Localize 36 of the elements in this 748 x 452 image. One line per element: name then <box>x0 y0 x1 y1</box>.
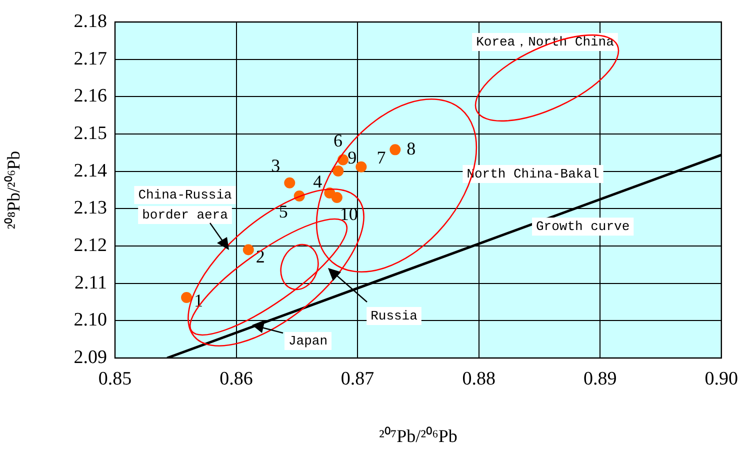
x-tick-label: 0.87 <box>340 368 374 390</box>
annotation: Japan <box>288 333 328 348</box>
annotation: Russia <box>370 308 418 324</box>
y-tick-label: 2.16 <box>74 86 107 107</box>
point <box>242 244 254 256</box>
y-tick-label: 2.17 <box>74 48 107 70</box>
point <box>181 292 192 304</box>
y-tick-label: 2.12 <box>74 234 107 256</box>
y-tick-label: 2.13 <box>74 198 107 219</box>
point <box>284 177 296 188</box>
y-tick-label: 2.15 <box>74 122 107 144</box>
point <box>332 165 344 176</box>
y-tick-label: 2.11 <box>74 272 107 294</box>
point <box>356 161 367 172</box>
y-axis-title: ²⁰⁸Pb/²⁰⁶Pb <box>4 150 24 230</box>
x-tick-label: 0.88 <box>462 368 496 390</box>
y-tick-label: 2.09 <box>74 346 107 368</box>
y-tick-label: 2.10 <box>74 310 107 331</box>
x-axis-title: ²⁰⁷Pb/²⁰⁶Pb <box>379 426 458 446</box>
x-tick-label: 0.85 <box>98 368 132 390</box>
annotation: 9 <box>348 148 357 168</box>
y-tick-label: 2.14 <box>74 160 108 182</box>
y-tick-label: 2.18 <box>74 10 107 32</box>
annotation: 4 <box>313 172 322 192</box>
x-tick-label: 0.90 <box>704 368 738 390</box>
annotation: 7 <box>376 148 386 168</box>
point <box>331 192 342 203</box>
annotation: 1 <box>194 290 204 310</box>
annotation: 8 <box>406 138 416 158</box>
annotation: 2 <box>256 246 265 266</box>
x-tick-label: 0.89 <box>583 368 617 390</box>
x-tick-label: 0.86 <box>220 368 253 390</box>
annotation: China-Russia border aera <box>138 187 232 222</box>
annotation: 6 <box>333 130 342 150</box>
point <box>390 144 401 156</box>
series-label: Growth curve <box>536 219 630 234</box>
